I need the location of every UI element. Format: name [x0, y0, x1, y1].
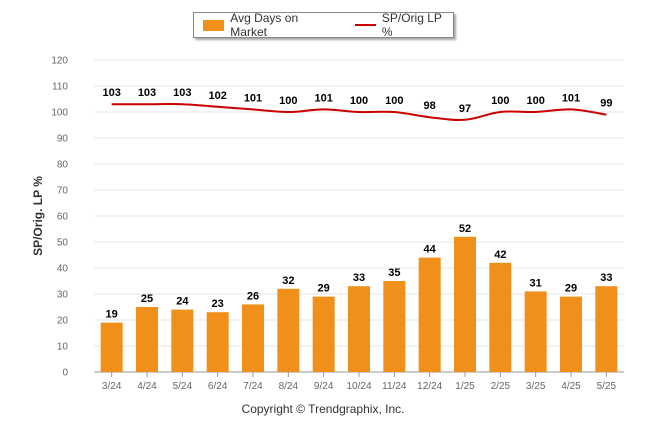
bar — [560, 296, 582, 372]
x-tick-label: 9/24 — [314, 381, 334, 392]
x-tick-label: 5/25 — [597, 381, 617, 392]
x-tick-label: 8/24 — [279, 381, 299, 392]
y-tick-label: 100 — [51, 108, 68, 119]
y-tick-label: 50 — [57, 238, 69, 249]
legend-item-bar[interactable]: Avg Days on Market — [194, 11, 335, 39]
y-tick-label: 110 — [52, 82, 68, 93]
bar-data-label: 24 — [176, 296, 189, 308]
line-data-label: 101 — [562, 92, 580, 104]
line-data-label: 101 — [314, 92, 332, 104]
x-tick-label: 12/24 — [417, 381, 442, 392]
bar — [489, 262, 512, 372]
y-tick-label: 10 — [57, 342, 69, 353]
y-tick-label: 0 — [62, 368, 68, 379]
bar-data-label: 26 — [247, 290, 259, 302]
line-data-label: 100 — [279, 95, 297, 107]
y-tick-label: 20 — [57, 316, 69, 327]
line-data-label: 100 — [526, 95, 544, 107]
bars — [100, 236, 618, 372]
bar — [595, 286, 618, 372]
x-tick-label: 6/24 — [208, 381, 228, 392]
bar-data-label: 29 — [565, 283, 577, 295]
y-tick-label: 90 — [57, 134, 69, 145]
line-data-label: 100 — [350, 95, 368, 107]
bar — [277, 288, 300, 372]
x-tick-label: 4/24 — [137, 381, 157, 392]
y-tick-label: 60 — [57, 212, 69, 223]
x-tick-label: 10/24 — [346, 381, 371, 392]
legend: Avg Days on Market SP/Orig LP % — [193, 11, 454, 39]
x-tick-label: 3/25 — [526, 381, 546, 392]
line-series — [111, 102, 607, 122]
bar — [312, 296, 335, 372]
x-tick-label: 3/24 — [102, 381, 122, 392]
bar-data-label: 44 — [424, 244, 437, 256]
bar-data-label: 33 — [600, 272, 612, 284]
line-data-label: 103 — [138, 87, 156, 99]
x-tick-label: 1/25 — [455, 381, 475, 392]
line-data-label: 99 — [600, 98, 612, 110]
y-tick-label: 80 — [57, 160, 69, 171]
y-tick-label: 70 — [57, 186, 69, 197]
y-axis-ticks: 0 10 20 30 40 50 60 70 80 90 100 110 120 — [51, 56, 68, 379]
line-data-label: 97 — [459, 103, 471, 115]
copyright-text: Copyright © Trendgraphix, Inc. — [241, 402, 405, 416]
legend-bar-label: Avg Days on Market — [230, 11, 299, 39]
legend-line-swatch — [354, 24, 376, 26]
bar-data-label: 35 — [388, 267, 400, 279]
bar — [136, 307, 158, 372]
line-data-label: 103 — [173, 87, 191, 99]
x-axis-ticks: 3/24 4/24 5/24 6/24 7/24 8/24 9/24 10/24 11/24 12… — [102, 372, 617, 392]
bar-data-label: 42 — [494, 249, 506, 261]
y-tick-label: 40 — [57, 264, 69, 275]
data-labels: 19 25 24 23 26 32 29 33 35 44 52 42 31 29 33 103 103 103 1… — [102, 87, 612, 320]
y-axis-label: SP/Orig. LP % — [31, 176, 45, 256]
x-tick-label: 11/24 — [382, 381, 407, 392]
line-path — [111, 102, 607, 122]
bar — [100, 322, 123, 372]
line-data-label: 100 — [385, 95, 403, 107]
legend-item-line[interactable]: SP/Orig LP % — [335, 11, 453, 39]
bar-data-label: 25 — [141, 293, 153, 305]
bar — [206, 312, 229, 372]
y-tick-label: 120 — [51, 56, 68, 67]
legend-bar-swatch — [203, 19, 225, 31]
line-data-label: 100 — [491, 95, 509, 107]
bar — [524, 291, 547, 372]
y-tick-label: 30 — [57, 290, 69, 301]
bar — [418, 257, 441, 372]
x-tick-label: 4/25 — [561, 381, 581, 392]
bar — [454, 236, 476, 372]
bar-data-label: 23 — [212, 298, 224, 310]
x-tick-label: 2/25 — [491, 381, 511, 392]
line-data-label: 101 — [244, 92, 262, 104]
bar — [348, 286, 370, 372]
line-data-label: 102 — [208, 90, 226, 102]
bar — [383, 281, 406, 372]
bar-data-label: 52 — [459, 223, 471, 235]
bar-data-label: 32 — [282, 275, 294, 287]
bar — [171, 309, 194, 372]
line-data-label: 103 — [102, 87, 120, 99]
bar-data-label: 33 — [353, 272, 365, 284]
line-data-label: 98 — [424, 100, 436, 112]
legend-line-label: SP/Orig LP % — [381, 11, 442, 39]
bar — [242, 304, 264, 372]
x-tick-label: 7/24 — [243, 381, 263, 392]
x-tick-label: 5/24 — [173, 381, 193, 392]
bar-data-label: 19 — [106, 309, 118, 321]
bar-data-label: 29 — [318, 283, 330, 295]
bar-data-label: 31 — [530, 277, 542, 289]
